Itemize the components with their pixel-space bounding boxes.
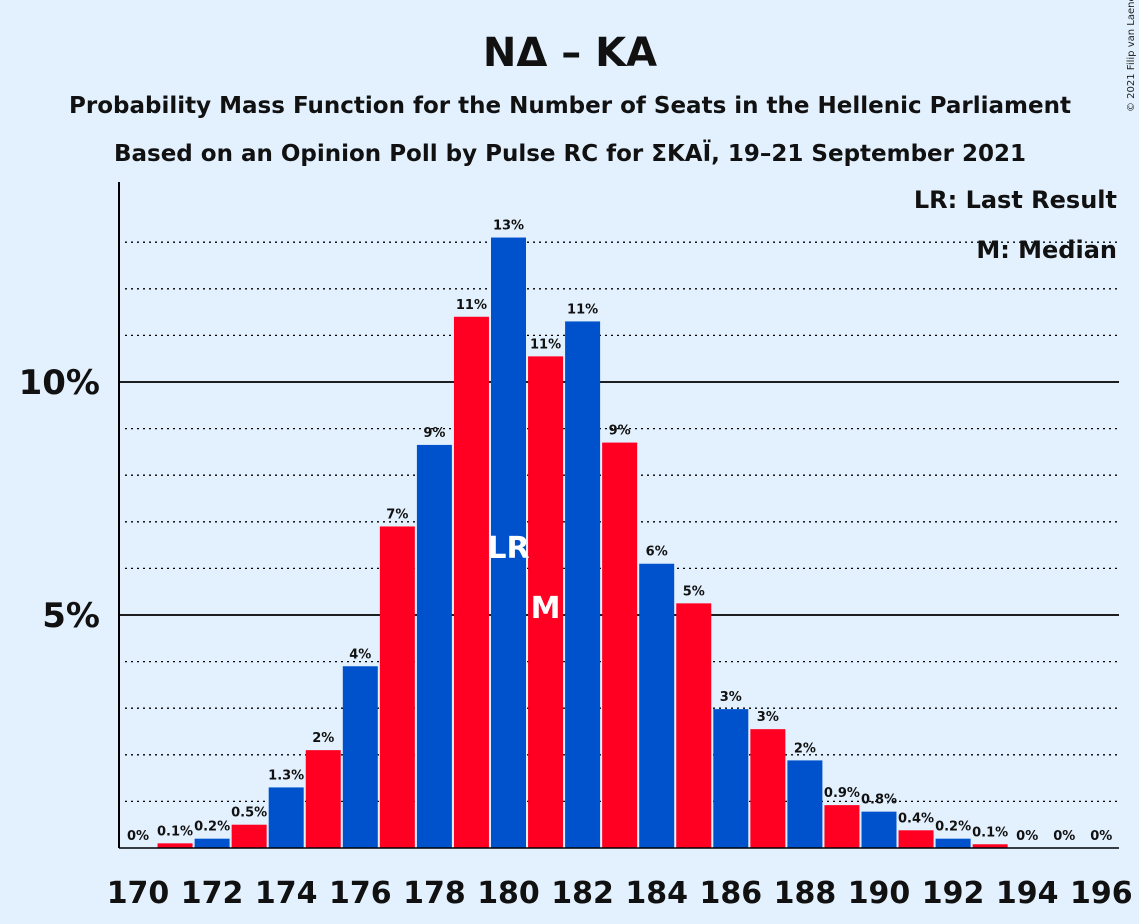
bar-label-195: 0%	[1053, 829, 1075, 844]
y-tick-label: 10%	[19, 363, 100, 403]
chart-subtitle-line-1: Probability Mass Function for the Number…	[69, 93, 1071, 119]
x-tick-label: 192	[922, 876, 985, 911]
bar-183	[602, 442, 638, 848]
grid-lines	[119, 241, 1119, 803]
x-tick-label: 170	[107, 876, 170, 911]
legend-median: M: Median	[976, 236, 1117, 264]
bar-label-190: 0.8%	[861, 793, 897, 808]
marker-lr: LR	[487, 531, 529, 566]
bar-label-192: 0.2%	[935, 820, 971, 835]
bar-label-185: 5%	[683, 584, 705, 599]
chart-title: ΝΔ – ΚΑ	[483, 30, 657, 76]
marker-m: M	[531, 591, 561, 626]
bar-177	[379, 526, 415, 848]
bar-label-184: 6%	[646, 545, 668, 560]
chart-subtitle-line-2: Based on an Opinion Poll by Pulse RC for…	[114, 139, 1026, 167]
bar-176	[342, 666, 378, 848]
bar-label-175: 2%	[312, 731, 334, 746]
axes: 5% 10% 170 172 174 176 178 180 182 184 186 188 190 19…	[19, 182, 1133, 911]
bar-label-191: 0.4%	[898, 811, 934, 826]
bar-180	[491, 237, 526, 849]
bars	[157, 237, 1008, 849]
bar-174	[268, 787, 304, 848]
bar-188	[787, 760, 823, 848]
bar-190	[861, 811, 897, 848]
x-tick-label: 172	[181, 876, 244, 911]
bar-label-174: 1.3%	[268, 768, 304, 783]
copyright-text: © 2021 Filip van Laenen	[1126, 0, 1137, 112]
x-tick-label: 180	[477, 876, 540, 911]
bar-label-181: 11%	[530, 337, 561, 352]
legend-last-result: LR: Last Result	[914, 186, 1117, 214]
x-tick-label: 174	[255, 876, 318, 911]
bar-label-170: 0%	[127, 829, 149, 844]
bar-179	[453, 316, 489, 848]
bar-184	[639, 563, 675, 848]
x-tick-label: 182	[551, 876, 614, 911]
bar-label-182: 11%	[567, 302, 598, 317]
bar-label-186: 3%	[720, 690, 742, 705]
x-tick-label: 194	[996, 876, 1059, 911]
x-tick-label: 178	[403, 876, 466, 911]
bar-171	[157, 843, 193, 848]
bar-label-177: 7%	[386, 507, 408, 522]
bar-label-194: 0%	[1016, 829, 1038, 844]
bar-173	[231, 824, 267, 848]
bar-185	[676, 603, 712, 848]
bar-label-173: 0.5%	[231, 806, 267, 821]
bar-label-172: 0.2%	[194, 820, 230, 835]
bar-182	[565, 321, 601, 848]
x-tick-label: 176	[329, 876, 392, 911]
bar-187	[750, 729, 786, 848]
x-tick-label: 190	[848, 876, 911, 911]
bar-label-188: 2%	[794, 741, 816, 756]
bar-192	[935, 838, 971, 848]
bar-172	[194, 838, 230, 848]
bar-label-179: 11%	[456, 298, 487, 313]
bar-label-193: 0.1%	[972, 825, 1008, 840]
bar-label-189: 0.9%	[824, 786, 860, 801]
bar-labels: 0% 0.1% 0.2%0.5%1.3%2%4%7%9%11%13%11%11%9%…	[127, 219, 1112, 844]
bar-label-171: 0.1%	[157, 824, 193, 839]
bar-181	[528, 356, 564, 848]
bar-label-196: 0%	[1090, 829, 1112, 844]
x-tick-label: 188	[774, 876, 837, 911]
bar-label-176: 4%	[349, 647, 371, 662]
bar-191	[898, 830, 934, 848]
bar-186	[713, 709, 749, 848]
x-tick-label: 196	[1070, 876, 1133, 911]
bar-189	[824, 805, 860, 848]
x-tick-label: 186	[699, 876, 762, 911]
y-tick-label: 5%	[42, 596, 100, 636]
bar-label-187: 3%	[757, 710, 779, 725]
marker-labels: LRM	[487, 531, 560, 626]
bar-175	[305, 750, 341, 848]
x-tick-label: 184	[625, 876, 688, 911]
bar-label-180: 13%	[493, 219, 524, 234]
bar-label-183: 9%	[609, 424, 631, 439]
bar-193	[972, 844, 1008, 848]
bar-label-178: 9%	[423, 426, 445, 441]
bar-178	[416, 444, 452, 848]
